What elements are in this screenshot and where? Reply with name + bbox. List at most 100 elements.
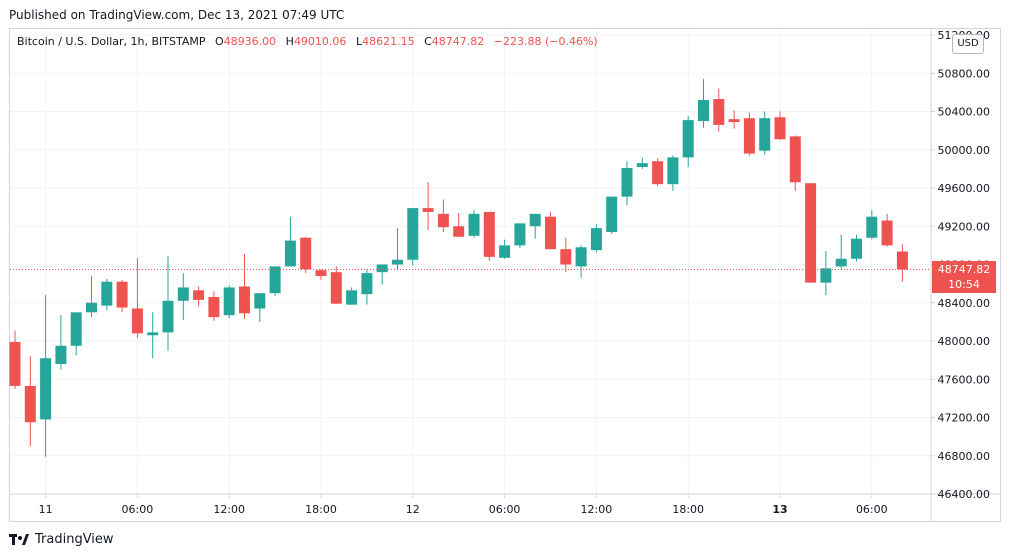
x-tick-label: 13 bbox=[772, 503, 787, 516]
candle-down bbox=[9, 330, 21, 389]
candle-down bbox=[208, 291, 220, 321]
chart-frame bbox=[9, 28, 1001, 522]
candle-down bbox=[805, 183, 817, 283]
y-tick-label: 46400.00 bbox=[938, 488, 991, 501]
x-tick-label: 11 bbox=[39, 503, 53, 516]
candle-body bbox=[177, 287, 189, 301]
y-tick-label: 48400.00 bbox=[938, 297, 991, 310]
x-tick-label: 06:00 bbox=[122, 503, 154, 516]
y-tick-label: 46800.00 bbox=[938, 450, 991, 463]
candle-up bbox=[468, 209, 480, 238]
candle-up bbox=[147, 312, 159, 359]
candle-up bbox=[162, 255, 174, 351]
change-value: −223.88 (−0.46%) bbox=[493, 35, 598, 48]
candle-body bbox=[636, 163, 648, 167]
y-tick-label: 47600.00 bbox=[938, 373, 991, 386]
candle-body bbox=[239, 286, 250, 314]
x-tick-label: 12 bbox=[406, 503, 420, 516]
candle-body bbox=[55, 345, 67, 364]
candle-up bbox=[499, 239, 511, 259]
candle-down bbox=[116, 279, 128, 313]
candle-body bbox=[269, 266, 281, 294]
candle-up bbox=[866, 209, 878, 240]
candle-up bbox=[698, 78, 709, 128]
low-value: 48621.15 bbox=[362, 35, 415, 48]
candle-body bbox=[70, 312, 82, 346]
published-caption: Published on TradingView.com, Dec 13, 20… bbox=[9, 8, 345, 22]
candle-up bbox=[636, 157, 648, 169]
candle-up bbox=[621, 161, 633, 206]
candle-up bbox=[361, 269, 373, 305]
candle-body bbox=[499, 245, 511, 258]
currency-button[interactable]: USD bbox=[952, 34, 984, 54]
candle-body bbox=[698, 100, 709, 122]
candle-up bbox=[70, 312, 82, 356]
candle-body bbox=[881, 220, 893, 246]
time-axis-labels: 11 06:00 12:00 18:00 12 06:00 12:00 18:00 13 06:0… bbox=[39, 494, 888, 516]
candle-body bbox=[545, 216, 556, 250]
candle-up bbox=[529, 213, 541, 239]
candle-body bbox=[866, 216, 878, 238]
candle-body bbox=[575, 247, 587, 267]
close-value: 48747.82 bbox=[431, 35, 485, 48]
candle-body bbox=[24, 385, 36, 423]
candle-body bbox=[483, 211, 495, 257]
candle-up bbox=[223, 285, 235, 319]
tradingview-brand[interactable]: TradingView bbox=[9, 532, 114, 547]
candle-down bbox=[437, 199, 449, 232]
candle-up bbox=[177, 273, 189, 320]
candle-body bbox=[193, 290, 205, 300]
open-value: 48936.00 bbox=[223, 35, 277, 48]
candle-down bbox=[896, 244, 908, 282]
y-tick-label: 50000.00 bbox=[938, 144, 991, 157]
candle-body bbox=[743, 118, 755, 154]
candle-body bbox=[315, 270, 327, 276]
candle-up bbox=[820, 251, 832, 296]
candle-body bbox=[361, 273, 373, 295]
candle-body bbox=[407, 208, 419, 260]
y-tick-label: 47200.00 bbox=[938, 412, 991, 425]
tradingview-logo-icon bbox=[9, 533, 29, 545]
x-tick-label: 12:00 bbox=[581, 503, 613, 516]
horizontal-gridlines bbox=[10, 34, 931, 495]
candle-up bbox=[667, 155, 679, 191]
candle-up bbox=[575, 245, 587, 278]
y-tick-label: 50800.00 bbox=[938, 67, 991, 80]
candle-body bbox=[437, 213, 449, 228]
candle-body bbox=[820, 268, 832, 283]
high-value: 49010.06 bbox=[293, 35, 347, 48]
candle-down bbox=[315, 269, 327, 280]
candle-up bbox=[269, 266, 281, 297]
candle-body bbox=[346, 290, 358, 305]
candle-down bbox=[193, 286, 205, 307]
x-tick-label: 06:00 bbox=[856, 503, 888, 516]
candle-body bbox=[621, 167, 633, 197]
brand-name: TradingView bbox=[35, 532, 114, 547]
candle-up bbox=[759, 111, 771, 155]
candle-body bbox=[86, 302, 97, 313]
price-axis-labels: 51200.0050800.0050400.0050000.0049600.00… bbox=[931, 29, 990, 501]
candle-down bbox=[774, 111, 786, 141]
candle-body bbox=[851, 238, 862, 259]
candle-down bbox=[743, 112, 755, 156]
candle-body bbox=[392, 259, 403, 265]
close-label: C bbox=[424, 35, 432, 48]
candle-up bbox=[407, 208, 419, 266]
candle-body bbox=[606, 196, 618, 232]
x-tick-label: 18:00 bbox=[672, 503, 704, 516]
candle-up bbox=[86, 275, 97, 318]
candle-down bbox=[881, 213, 893, 247]
candle-down bbox=[453, 212, 465, 237]
candle-down bbox=[422, 182, 434, 231]
candle-up bbox=[606, 196, 618, 234]
last-price-tag: 48747.82 10:54 bbox=[932, 261, 996, 293]
vertical-gridlines bbox=[45, 29, 873, 494]
y-tick-label: 48000.00 bbox=[938, 335, 991, 348]
candle-body bbox=[330, 272, 342, 304]
candle-down bbox=[24, 356, 36, 447]
candle-down bbox=[330, 266, 342, 304]
candle-up bbox=[346, 287, 358, 305]
candle-body bbox=[101, 281, 113, 306]
ohlc-legend: Bitcoin / U.S. Dollar, 1h, BITSTAMP O489… bbox=[17, 35, 604, 48]
